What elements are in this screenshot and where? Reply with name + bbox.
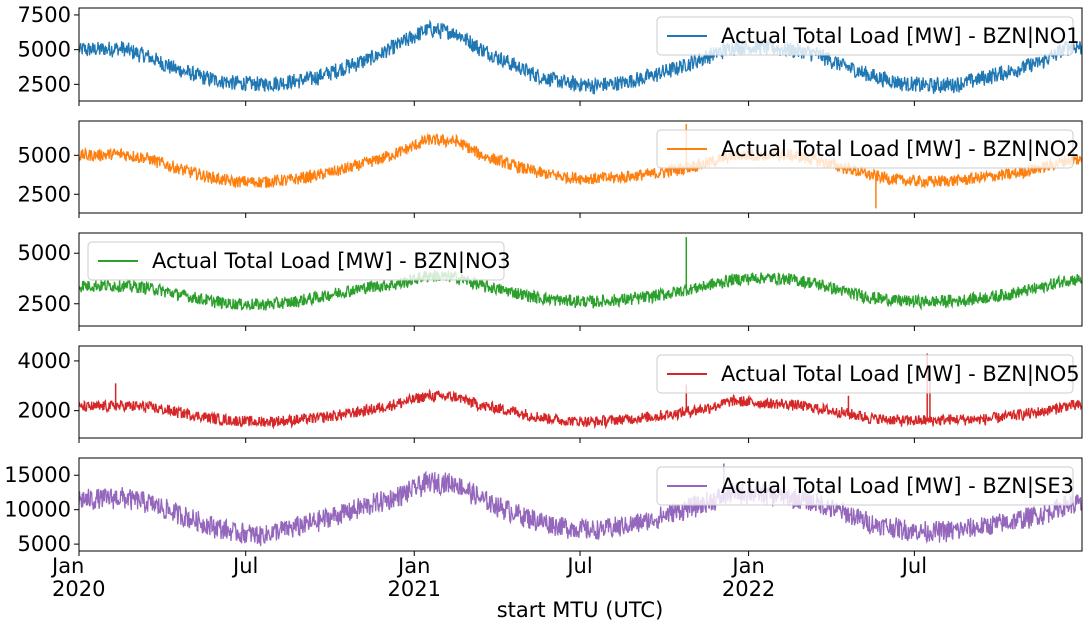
y-tick-label: 4000	[18, 349, 71, 373]
x-tick-year-label: 2020	[52, 577, 105, 601]
panel-2: 2500 5000 Actual Total Load [MW] - BZN|NO2	[18, 120, 1083, 218]
legend-label: Actual Total Load [MW] - BZN|NO2	[721, 137, 1080, 162]
legend-box	[656, 354, 1074, 394]
legend-label: Actual Total Load [MW] - BZN|NO1	[721, 24, 1080, 49]
panel-3: 2500 5000 Actual Total Load [MW] - BZN|NO3	[18, 232, 1083, 331]
x-tick-label: Jan	[50, 554, 84, 578]
legend: Actual Total Load [MW] - BZN|NO5	[656, 354, 1080, 394]
legend: Actual Total Load [MW] - BZN|SE3	[656, 466, 1074, 506]
legend-box	[87, 241, 505, 281]
series-line	[79, 19, 1082, 95]
y-tick-label: 15000	[4, 463, 71, 487]
x-tick-label: Jul	[231, 554, 258, 578]
y-tick-label: 2500	[18, 72, 71, 96]
legend-box	[656, 16, 1074, 56]
y-tick-label: 2000	[18, 399, 71, 423]
y-tick-label: 5000	[18, 532, 71, 556]
y-tick-label: 10000	[4, 498, 71, 522]
series-line	[79, 132, 1082, 190]
panel-5: 5000 10000 15000 Actual Total Load [MW] - B…	[4, 457, 1083, 556]
legend: Actual Total Load [MW] - BZN|NO1	[656, 16, 1080, 56]
series-line	[79, 470, 1082, 547]
y-tick-label: 2500	[18, 182, 71, 206]
series-line	[79, 388, 1082, 430]
legend-label: Actual Total Load [MW] - BZN|SE3	[721, 474, 1074, 499]
y-tick-label: 5000	[18, 38, 71, 62]
x-tick-label: Jul	[900, 554, 927, 578]
legend: Actual Total Load [MW] - BZN|NO2	[656, 129, 1080, 169]
x-tick-label: Jan	[396, 554, 430, 578]
x-axis-label: start MTU (UTC)	[497, 598, 664, 622]
panel-4: 2000 4000 Actual Total Load [MW] - BZN|NO5	[18, 345, 1083, 443]
y-tick-label: 5000	[18, 241, 71, 265]
legend-label: Actual Total Load [MW] - BZN|NO3	[152, 249, 511, 274]
legend-box	[656, 129, 1074, 169]
series-line	[79, 270, 1082, 311]
x-tick-year-label: 2022	[722, 577, 775, 601]
legend-box	[656, 466, 1074, 506]
y-tick-label: 2500	[18, 292, 71, 316]
x-tick-label: Jul	[565, 554, 592, 578]
panel-1: 2500 5000 7500 Actual Total Load [MW] - BZN…	[18, 3, 1083, 106]
legend-label: Actual Total Load [MW] - BZN|NO5	[721, 362, 1080, 387]
x-tick-label: Jan	[730, 554, 764, 578]
x-tick-year-label: 2021	[388, 577, 441, 601]
y-tick-label: 7500	[18, 3, 71, 27]
legend: Actual Total Load [MW] - BZN|NO3	[87, 241, 511, 281]
y-tick-label: 5000	[18, 143, 71, 167]
